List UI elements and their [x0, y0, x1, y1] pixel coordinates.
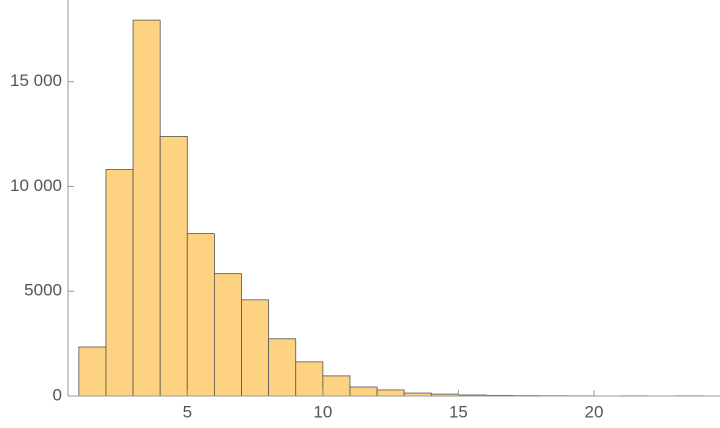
bar: [78, 346, 107, 397]
bar: [159, 135, 188, 397]
bar: [376, 389, 405, 397]
bar: [295, 361, 324, 397]
bar: [349, 386, 378, 397]
bar: [132, 19, 161, 397]
y-tick-label: 10 000: [10, 176, 62, 195]
y-tick-label: 15 000: [10, 71, 62, 90]
y-tick-label: 5000: [24, 281, 62, 300]
bar: [322, 375, 351, 397]
x-tick-label: 10: [313, 402, 332, 421]
bar: [214, 273, 242, 397]
bar: [268, 338, 297, 397]
bar: [241, 299, 270, 397]
bar: [105, 169, 134, 397]
y-tick-label: 0: [53, 385, 62, 404]
x-tick-label: 15: [449, 402, 468, 421]
x-tick-label: 20: [585, 402, 604, 421]
bar: [186, 233, 215, 397]
x-tick-label: 5: [183, 402, 192, 421]
